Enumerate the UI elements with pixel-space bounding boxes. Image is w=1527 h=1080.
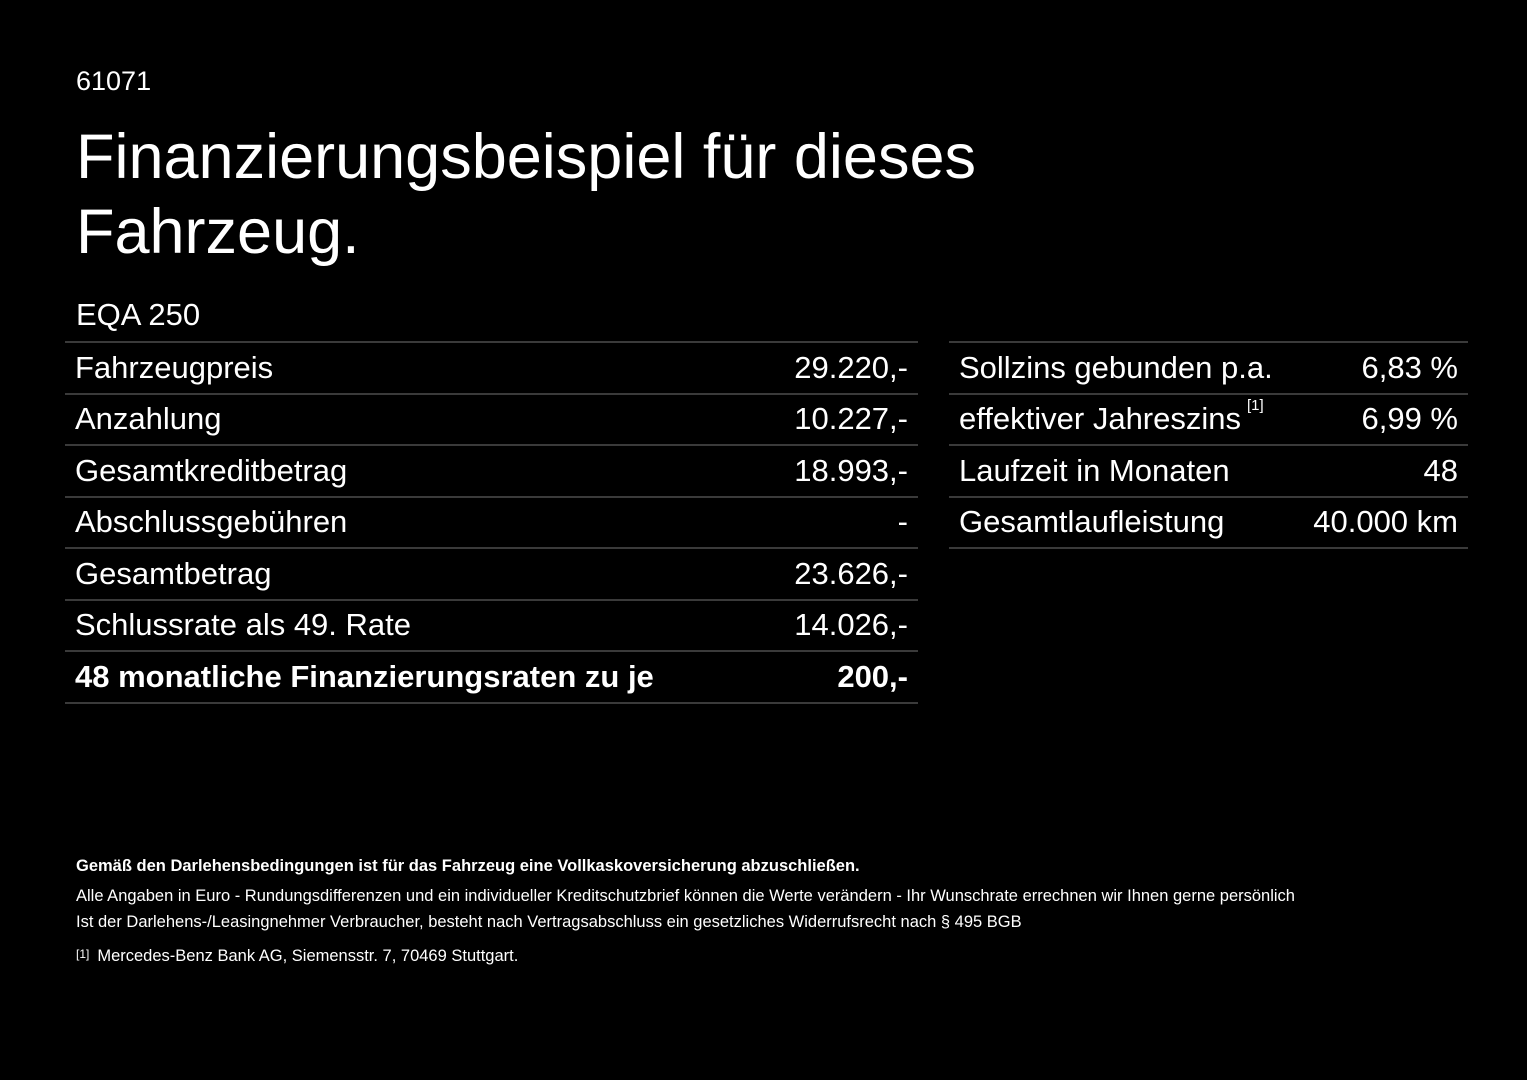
table-row: Schlussrate als 49. Rate 14.026,- bbox=[65, 601, 918, 652]
page-title: Finanzierungsbeispiel für dieses Fahrzeu… bbox=[76, 122, 976, 267]
row-label: Gesamtbetrag bbox=[75, 555, 272, 591]
row-value: 10.227,- bbox=[794, 401, 908, 437]
row-label: Gesamtkreditbetrag bbox=[75, 452, 348, 488]
row-value: 200,- bbox=[837, 658, 908, 694]
row-value: 6,99 % bbox=[1361, 401, 1458, 437]
table-row: effektiver Jahreszins [1] 6,99 % bbox=[949, 395, 1468, 446]
table-row: Gesamtlaufleistung 40.000 km bbox=[949, 498, 1468, 549]
table-row: Anzahlung 10.227,- bbox=[65, 395, 918, 446]
interest-table: Sollzins gebunden p.a. 6,83 % effektiver … bbox=[949, 341, 1468, 549]
footnote-mark: [1] bbox=[76, 947, 90, 961]
table-row: Fahrzeugpreis 29.220,- bbox=[65, 343, 918, 395]
footnote-ref: [1] bbox=[1247, 397, 1264, 415]
row-label: Fahrzeugpreis bbox=[75, 349, 274, 385]
row-label: Gesamtlaufleistung bbox=[959, 504, 1225, 540]
row-label: Anzahlung bbox=[75, 401, 222, 437]
row-value: 14.026,- bbox=[794, 607, 908, 643]
row-value: 23.626,- bbox=[794, 555, 908, 591]
row-label: effektiver Jahreszins bbox=[959, 401, 1241, 437]
table-row: Abschlussgebühren - bbox=[65, 498, 918, 549]
model-name: EQA 250 bbox=[76, 297, 201, 332]
legal-notes: Gemäß den Darlehensbedingungen ist für d… bbox=[76, 853, 1295, 969]
row-value: 18.993,- bbox=[794, 452, 908, 488]
insurance-note: Gemäß den Darlehensbedingungen ist für d… bbox=[76, 857, 860, 875]
row-value: 48 bbox=[1423, 452, 1458, 488]
offer-id: 61071 bbox=[76, 66, 152, 96]
footnote-text: Mercedes-Benz Bank AG, Siemensstr. 7, 70… bbox=[97, 947, 519, 965]
row-value: 29.220,- bbox=[794, 349, 908, 385]
footnote: [1] Mercedes-Benz Bank AG, Siemensstr. 7,… bbox=[76, 943, 1295, 969]
row-value: 6,83 % bbox=[1361, 349, 1458, 385]
row-value: 40.000 km bbox=[1313, 504, 1458, 540]
row-label: Schlussrate als 49. Rate bbox=[75, 607, 412, 643]
table-row: Gesamtkreditbetrag 18.993,- bbox=[65, 446, 918, 498]
financing-table: Fahrzeugpreis 29.220,- Anzahlung 10.227,- … bbox=[65, 341, 918, 704]
note-line: Alle Angaben in Euro - Rundungsdifferenz… bbox=[76, 887, 1295, 905]
row-label: 48 monatliche Finanzierungsraten zu je bbox=[75, 658, 654, 694]
table-row: Sollzins gebunden p.a. 6,83 % bbox=[949, 343, 1468, 395]
note-line: Ist der Darlehens-/Leasingnehmer Verbrau… bbox=[76, 913, 1022, 931]
monthly-rate-row: 48 monatliche Finanzierungsraten zu je 20… bbox=[65, 652, 918, 704]
row-label: Sollzins gebunden p.a. bbox=[959, 349, 1273, 385]
row-label: Laufzeit in Monaten bbox=[959, 452, 1230, 488]
table-row: Gesamtbetrag 23.626,- bbox=[65, 549, 918, 601]
row-label: Abschlussgebühren bbox=[75, 504, 348, 540]
table-row: Laufzeit in Monaten 48 bbox=[949, 446, 1468, 498]
row-value: - bbox=[897, 504, 908, 540]
